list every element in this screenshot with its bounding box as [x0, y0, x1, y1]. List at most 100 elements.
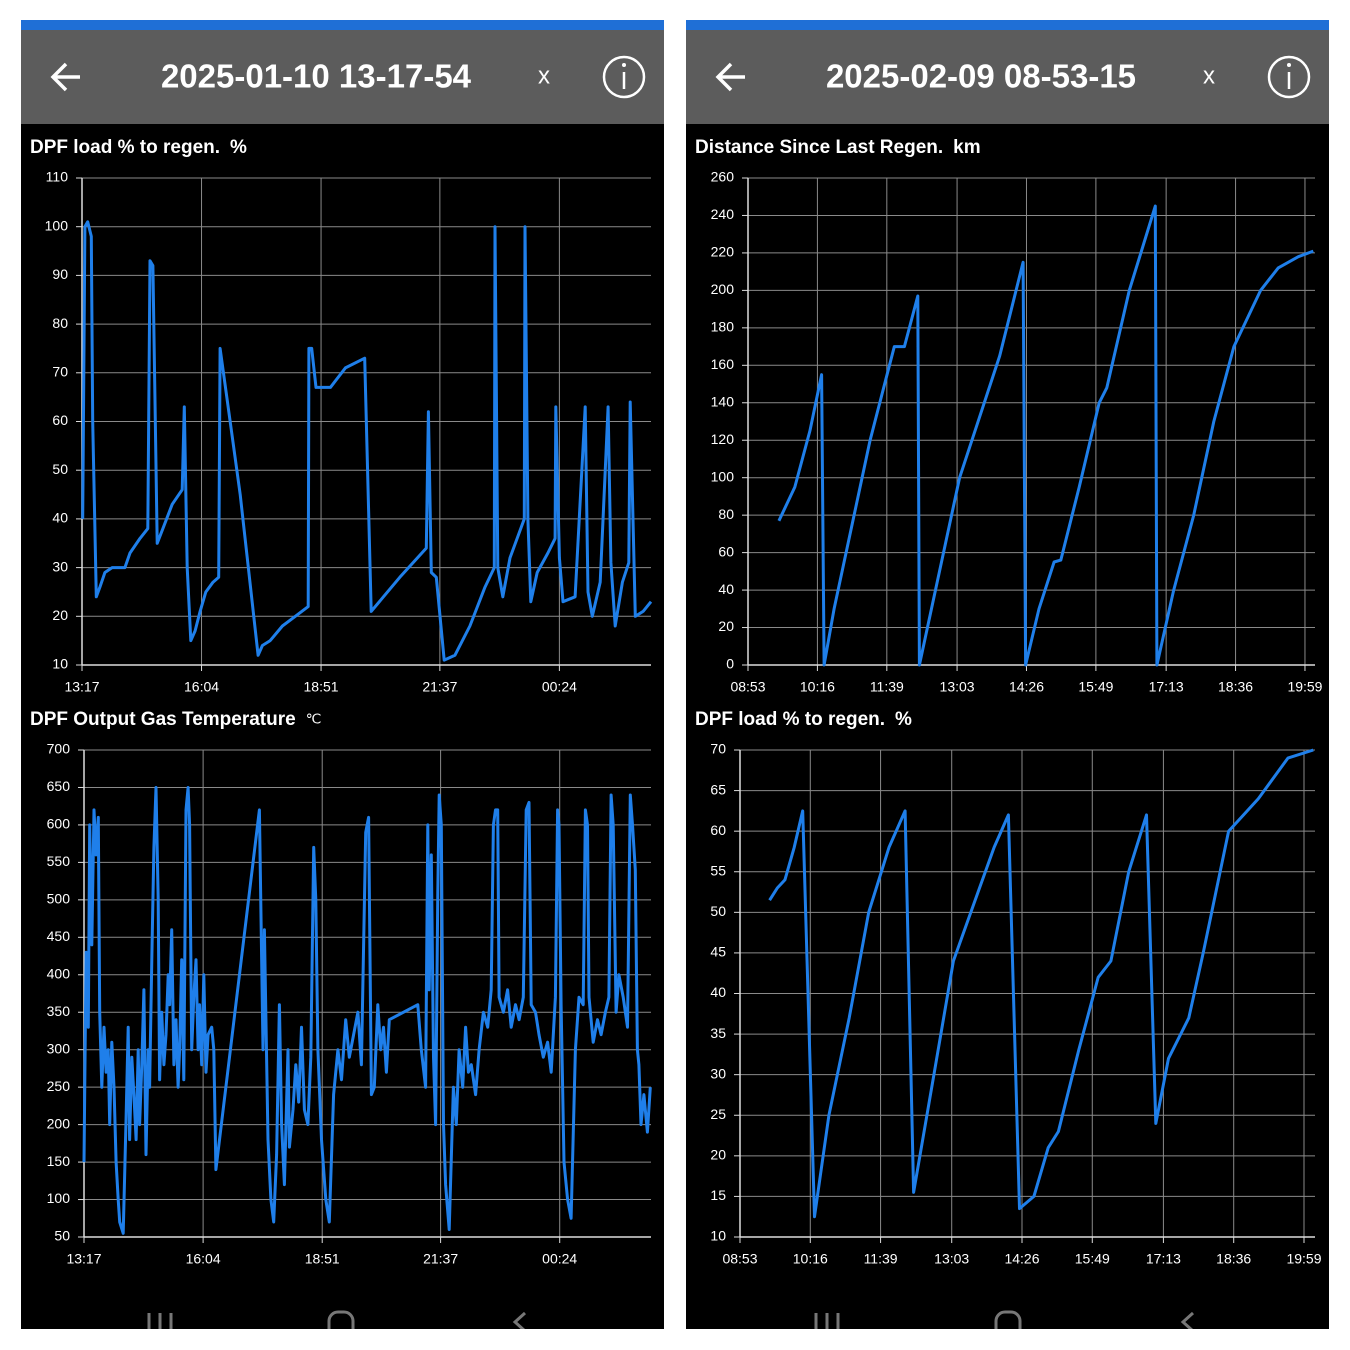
y-tick-label: 50	[54, 1228, 70, 1244]
chart: DPF load % to regen. % 10 20 30 40 50 60 70 80 90 1…	[30, 137, 653, 695]
y-tick-label: 300	[47, 1040, 71, 1056]
status-strip	[21, 20, 664, 30]
y-tick-label: 40	[718, 581, 734, 597]
status-strip	[686, 20, 1329, 30]
y-tick-label: 50	[52, 461, 68, 477]
y-tick-label: 35	[710, 1025, 726, 1041]
chart-title: DPF load % to regen.	[695, 709, 885, 730]
y-tick-label: 700	[47, 741, 71, 757]
x-tick-label: 15:49	[1075, 1251, 1110, 1267]
y-tick-label: 150	[47, 1153, 71, 1169]
app-bar	[686, 30, 1329, 124]
x-tick-label: 14:26	[1009, 679, 1044, 695]
data-line	[81, 220, 653, 662]
chart: DPF load % to regen. % 10 15 20 25 30 35 40 45 50 5…	[695, 709, 1322, 1267]
y-tick-label: 30	[52, 558, 68, 574]
y-tick-label: 30	[710, 1065, 726, 1081]
y-tick-label: 140	[711, 393, 735, 409]
data-line	[777, 204, 1314, 667]
x-tick-label: 10:16	[793, 1251, 828, 1267]
y-tick-label: 70	[52, 364, 68, 380]
nav-recent[interactable]	[147, 1313, 173, 1330]
x-tick-label: 13:17	[64, 679, 99, 695]
y-tick-label: 60	[52, 412, 68, 428]
y-tick-label: 120	[711, 431, 735, 447]
y-tick-label: 180	[711, 319, 735, 335]
y-tick-label: 15	[710, 1187, 726, 1203]
back-button[interactable]	[50, 62, 80, 92]
x-tick-label: 16:04	[184, 679, 219, 695]
y-tick-label: 20	[52, 607, 68, 623]
info-button[interactable]	[1267, 55, 1311, 99]
nav-back[interactable]	[512, 1311, 527, 1333]
x-tick-label: 11:39	[870, 679, 904, 695]
chart-unit: ℃	[306, 711, 322, 727]
back-button[interactable]	[715, 62, 745, 92]
x-tick-label: 15:49	[1078, 679, 1113, 695]
x-tick-label: 11:39	[864, 1251, 898, 1267]
y-tick-label: 550	[47, 853, 71, 869]
screen-bg	[686, 20, 1329, 1329]
x-tick-label: 00:24	[542, 679, 577, 695]
nav-recent[interactable]	[814, 1313, 840, 1330]
info-button[interactable]	[602, 55, 646, 99]
x-tick-label: 18:51	[304, 679, 339, 695]
y-tick-label: 40	[710, 984, 726, 1000]
app-bar	[21, 30, 664, 124]
nav-back[interactable]	[1180, 1311, 1195, 1333]
y-tick-label: 100	[711, 468, 735, 484]
x-tick-label: 08:53	[722, 1251, 757, 1267]
y-tick-label: 80	[718, 506, 734, 522]
x-tick-label: 19:59	[1286, 1251, 1321, 1267]
y-tick-label: 40	[52, 510, 68, 526]
right-screen: 2025-02-09 08-53-15 x	[686, 20, 1329, 1340]
y-tick-label: 240	[711, 206, 735, 222]
x-tick-label: 13:03	[934, 1251, 969, 1267]
x-tick-label: 00:24	[542, 1251, 577, 1267]
y-tick-label: 60	[710, 822, 726, 838]
chart-title: Distance Since Last Regen.	[695, 137, 943, 158]
y-tick-label: 20	[710, 1147, 726, 1163]
y-tick-label: 45	[710, 944, 726, 960]
data-line	[82, 786, 652, 1235]
chart: Distance Since Last Regen. km 0 20 40 60 80 100…	[695, 137, 1323, 695]
y-tick-label: 20	[718, 618, 734, 634]
close-button[interactable]: x	[1203, 62, 1215, 89]
y-tick-label: 100	[47, 1190, 71, 1206]
y-tick-label: 220	[711, 244, 735, 260]
x-tick-label: 17:13	[1146, 1251, 1181, 1267]
x-tick-label: 13:03	[940, 679, 975, 695]
y-tick-label: 80	[52, 315, 68, 331]
chart-unit: %	[895, 709, 912, 730]
bottom-margin	[0, 1329, 1350, 1350]
y-tick-label: 160	[711, 356, 735, 372]
y-tick-label: 65	[710, 781, 726, 797]
y-tick-label: 450	[47, 928, 71, 944]
y-tick-label: 600	[47, 816, 71, 832]
y-tick-label: 650	[47, 778, 71, 794]
y-tick-label: 250	[47, 1078, 71, 1094]
x-tick-label: 13:17	[66, 1251, 101, 1267]
chart-title: DPF Output Gas Temperature	[30, 709, 296, 730]
header-title: 2025-02-09 08-53-15	[826, 58, 1136, 95]
x-tick-label: 08:53	[730, 679, 765, 695]
chart-unit: %	[230, 137, 247, 158]
x-tick-label: 16:04	[186, 1251, 221, 1267]
y-tick-label: 200	[711, 281, 735, 297]
y-tick-label: 10	[52, 656, 68, 672]
x-tick-label: 18:51	[305, 1251, 340, 1267]
y-tick-label: 55	[710, 862, 726, 878]
y-tick-label: 60	[718, 543, 734, 559]
x-tick-label: 14:26	[1004, 1251, 1039, 1267]
y-tick-label: 400	[47, 965, 71, 981]
y-tick-label: 70	[710, 741, 726, 757]
x-tick-label: 17:13	[1149, 679, 1184, 695]
y-tick-label: 90	[52, 266, 68, 282]
chart: DPF Output Gas Temperature ℃ 50 100 150 200 25…	[30, 709, 652, 1267]
close-button[interactable]: x	[538, 62, 550, 89]
y-tick-label: 110	[46, 169, 69, 185]
y-tick-label: 350	[47, 1003, 71, 1019]
x-tick-label: 18:36	[1218, 679, 1253, 695]
y-tick-label: 10	[710, 1228, 726, 1244]
